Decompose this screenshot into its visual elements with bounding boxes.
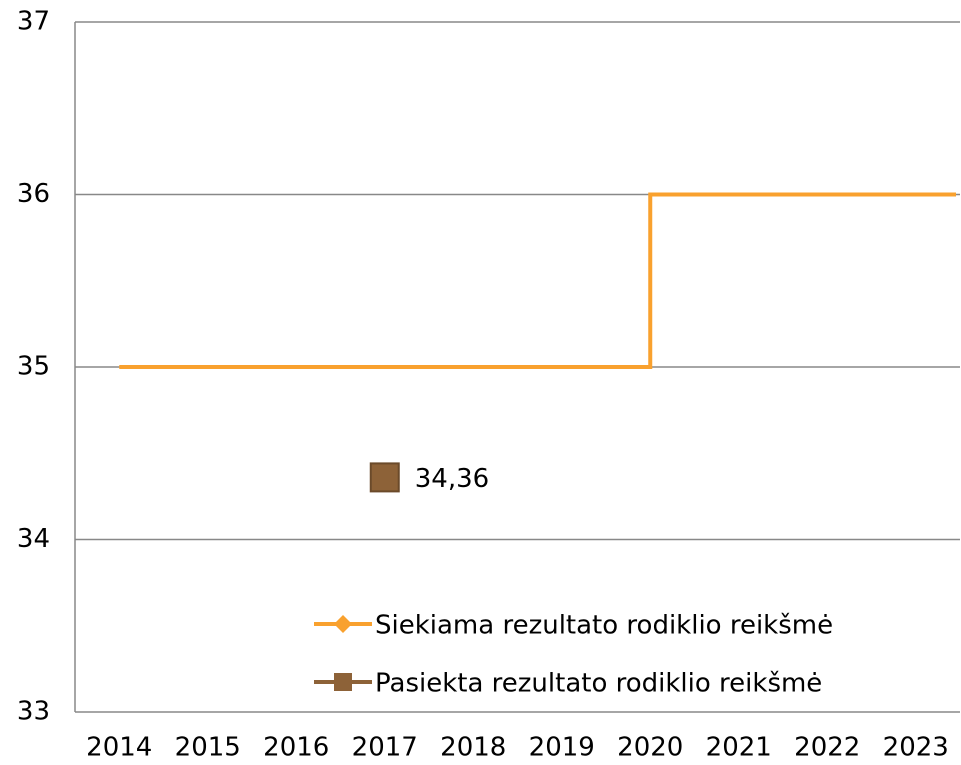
legend-label: Siekiama rezultato rodiklio reikšmė (375, 611, 833, 641)
x-tick-label: 2016 (263, 733, 329, 763)
x-tick-label: 2014 (86, 733, 152, 763)
y-tick-label: 37 (17, 7, 50, 37)
y-tick-label: 35 (17, 352, 50, 382)
legend-label: Pasiekta rezultato rodiklio reikšmė (375, 669, 822, 699)
x-tick-label: 2020 (617, 733, 683, 763)
x-tick-label: 2023 (883, 733, 949, 763)
x-tick-label: 2018 (440, 733, 506, 763)
x-tick-label: 2015 (175, 733, 241, 763)
y-tick-label: 34 (17, 524, 50, 554)
legend-marker (334, 615, 352, 633)
marker (369, 462, 400, 493)
y-tick-label: 33 (17, 697, 50, 727)
x-tick-label: 2022 (794, 733, 860, 763)
legend-marker (334, 673, 352, 691)
x-tick-label: 2019 (529, 733, 595, 763)
x-tick-label: 2017 (352, 733, 418, 763)
data-label: 34,36 (415, 464, 489, 494)
y-tick-label: 36 (17, 179, 50, 209)
series-line (119, 192, 956, 369)
x-tick-label: 2021 (706, 733, 772, 763)
